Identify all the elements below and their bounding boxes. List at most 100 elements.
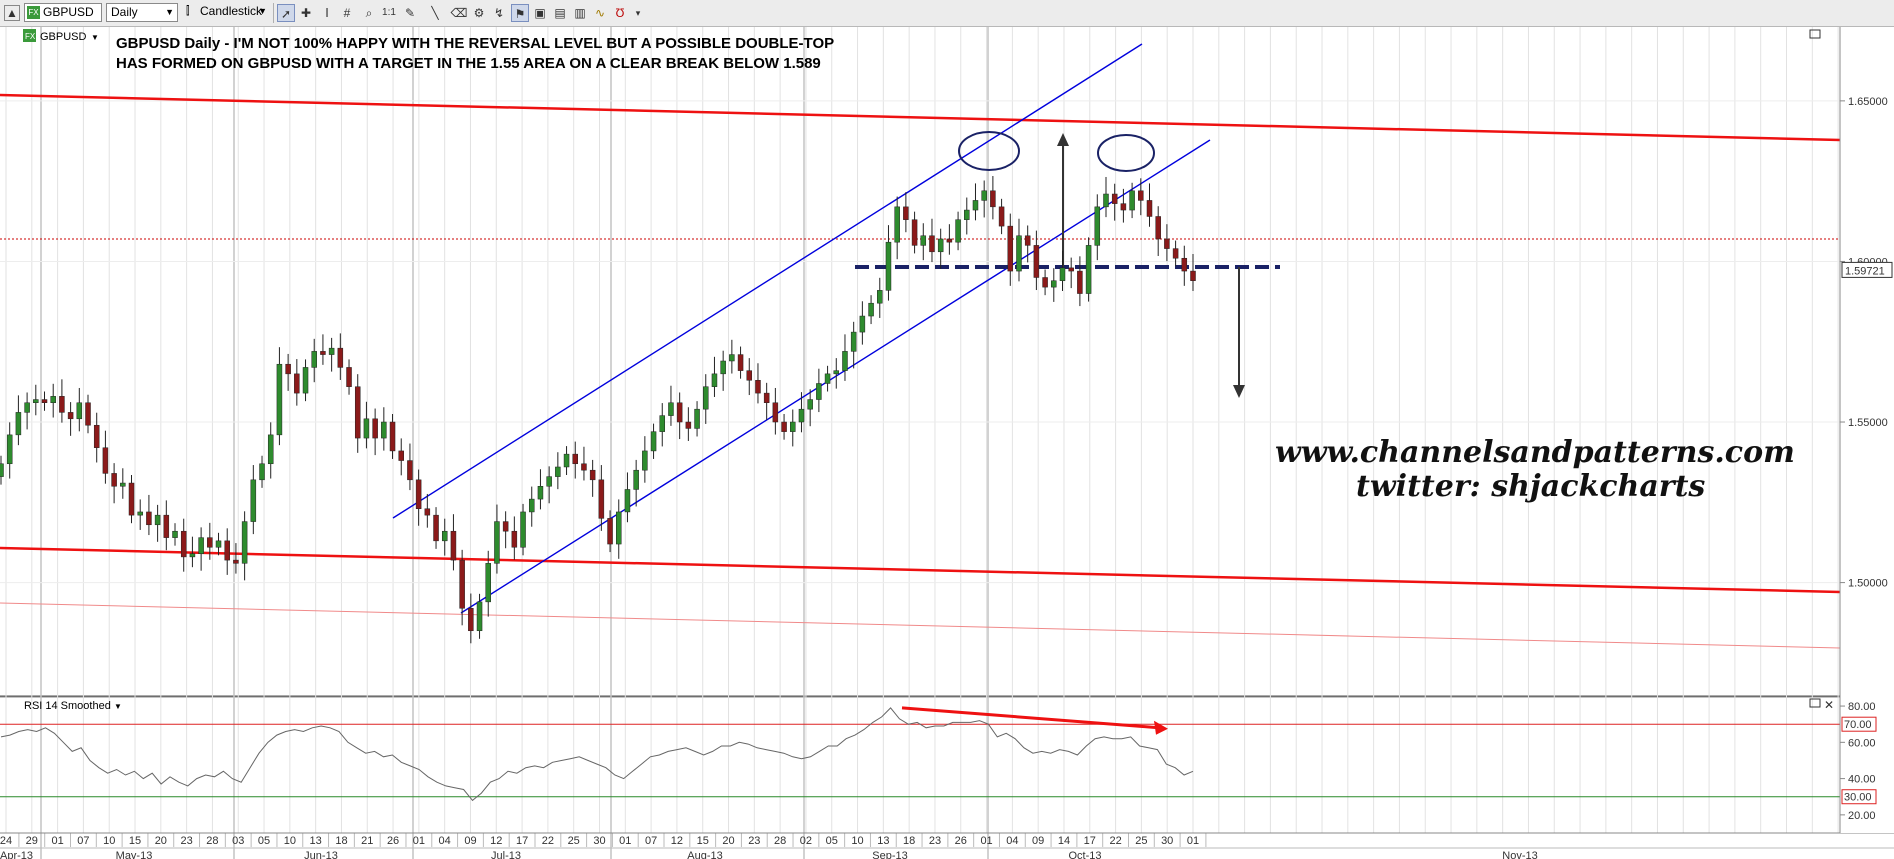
period-select[interactable]: Daily ▼ <box>106 3 178 22</box>
down-candle <box>903 206 909 220</box>
down-candle <box>424 508 431 516</box>
grid-icon[interactable]: # <box>343 6 351 20</box>
up-candle <box>729 354 735 362</box>
period-value: Daily <box>111 5 138 19</box>
down-candle <box>589 469 596 481</box>
date-label: 01 <box>1187 835 1199 847</box>
oversold-label: 30.00 <box>1844 792 1872 804</box>
down-candle <box>1181 257 1188 272</box>
up-candle <box>1059 267 1066 281</box>
up-candle <box>894 206 900 243</box>
down-candle <box>1033 245 1040 278</box>
candles <box>0 176 1196 644</box>
tag-icon[interactable]: ⚑ <box>511 4 529 22</box>
annotation-line-2: HAS FORMED ON GBPUSD WITH A TARGET IN TH… <box>116 55 821 72</box>
toolbar-divider <box>273 3 274 23</box>
down-candle <box>1190 270 1196 281</box>
down-candle <box>676 402 683 423</box>
up-candle <box>189 553 196 558</box>
down-candle <box>755 380 761 394</box>
compare-icon[interactable]: ▣ <box>534 6 546 20</box>
up-candle <box>1085 245 1092 294</box>
lower-trendline <box>0 546 1841 594</box>
date-label: 05 <box>826 835 838 847</box>
date-label: 21 <box>361 835 373 847</box>
gear-icon[interactable]: ⚙ <box>473 6 485 20</box>
month-label: Nov-13 <box>1502 850 1537 859</box>
candlestick-icon: ⫿ <box>186 5 190 17</box>
up-candle <box>694 408 700 429</box>
axes: 24 29 01 07 10 15 20 23 28 03 05 10 13 18 21 26 01 04 09 12… <box>0 27 1894 859</box>
eraser-icon[interactable]: ⌫ <box>450 6 468 20</box>
date-label: 14 <box>1058 835 1070 847</box>
ratio-icon[interactable]: 1:1 <box>382 7 396 18</box>
rsi-label[interactable]: RSI 14 Smoothed <box>24 700 111 712</box>
date-label: 28 <box>206 835 218 847</box>
down-candle <box>763 392 770 404</box>
price-tick-label: 1.50000 <box>1848 578 1888 590</box>
dropdown-icon[interactable]: ▾ <box>635 8 641 18</box>
chevron-down-icon[interactable]: ▼ <box>114 702 122 711</box>
date-label: 09 <box>464 835 476 847</box>
chart-style-select[interactable]: ⫿ Candlestick ▼ <box>184 3 270 22</box>
pen-icon[interactable]: ✎ <box>404 6 416 20</box>
up-candle <box>50 396 56 404</box>
up-candle <box>668 402 674 416</box>
layers-icon[interactable]: ▥ <box>574 6 586 20</box>
up-candle <box>215 540 222 548</box>
chart-style-value: Candlestick <box>200 4 263 18</box>
zoom-icon[interactable]: ⌕ <box>365 6 373 20</box>
line-icon[interactable]: ╲ <box>431 6 439 20</box>
symbol-input[interactable]: FX GBPUSD <box>24 3 102 22</box>
date-label: 22 <box>1109 835 1121 847</box>
date-label: 12 <box>490 835 502 847</box>
price-tick-label: 1.55000 <box>1848 417 1888 429</box>
chevron-down-icon[interactable]: ▼ <box>91 33 99 42</box>
wave-icon[interactable]: ∿ <box>594 6 606 20</box>
up-candle <box>937 238 944 253</box>
maximize-icon[interactable] <box>1809 698 1821 708</box>
up-candle <box>241 521 248 564</box>
current-price-box <box>1841 261 1893 278</box>
price-panel <box>0 27 1840 695</box>
up-candle <box>302 367 309 394</box>
second-top-circle <box>1097 134 1155 172</box>
date-label: 02 <box>800 835 812 847</box>
down-candle <box>911 219 918 246</box>
text-icon[interactable]: Ⅰ <box>325 6 329 20</box>
instrument-label[interactable]: GBPUSD <box>40 31 87 43</box>
up-candle <box>6 434 13 465</box>
pattern-icon[interactable]: ↯ <box>493 6 505 20</box>
date-label: 09 <box>1032 835 1044 847</box>
date-label: 18 <box>903 835 915 847</box>
branding-twitter: twitter: shjackcharts <box>1356 469 1705 504</box>
down-candle <box>1146 200 1153 217</box>
down-candle <box>67 412 74 420</box>
up-candle <box>842 351 848 371</box>
up-candle <box>642 450 648 471</box>
close-icon[interactable]: ✕ <box>1824 698 1834 712</box>
price-tick-label: 1.65000 <box>1848 96 1888 108</box>
up-candle <box>711 373 718 387</box>
window-menu-icon[interactable]: ▲ <box>4 5 20 21</box>
down-candle <box>468 608 474 632</box>
up-candle <box>1016 235 1022 272</box>
up-candle <box>972 200 979 211</box>
up-candle <box>520 511 526 548</box>
down-candle <box>1068 267 1074 272</box>
magnet-icon[interactable]: Ʊ <box>615 6 625 20</box>
maximize-icon[interactable] <box>1809 29 1821 39</box>
stack-icon[interactable]: ▤ <box>554 6 566 20</box>
down-candle <box>607 518 613 545</box>
up-candle <box>720 360 726 375</box>
down-candle <box>163 514 170 538</box>
up-candle <box>311 351 317 368</box>
month-label: Aug-13 <box>687 850 722 859</box>
crosshair-icon[interactable]: ✚ <box>300 6 312 20</box>
down-candle <box>781 421 787 432</box>
month-label: Jul-13 <box>491 850 521 859</box>
symbol-value: GBPUSD <box>43 5 94 19</box>
rsi-tick-label: 60.00 <box>1848 737 1876 749</box>
cursor-icon[interactable]: ➚ <box>277 4 295 22</box>
